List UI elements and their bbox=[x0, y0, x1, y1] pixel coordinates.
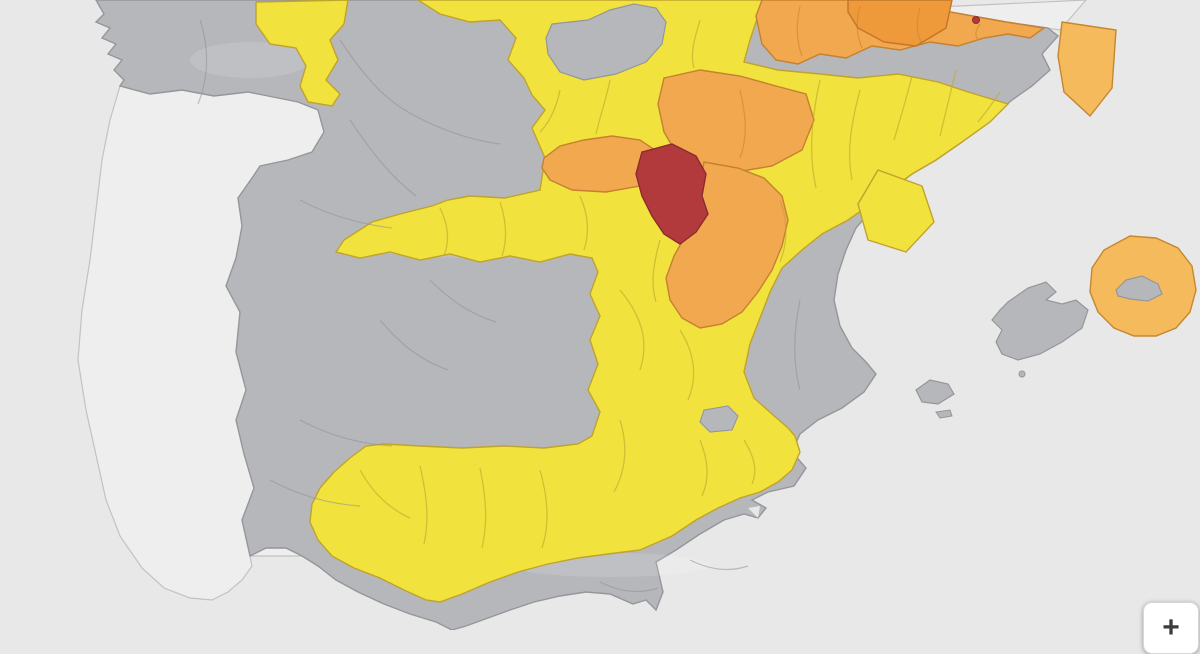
region-mallorca[interactable] bbox=[991, 281, 1089, 361]
province-borders-gray bbox=[197, 19, 801, 592]
warning-spot-pyrenees[interactable] bbox=[972, 16, 980, 24]
plus-icon: + bbox=[1162, 611, 1180, 644]
region-menorca[interactable] bbox=[1115, 275, 1163, 302]
province-borders-yellow bbox=[359, 19, 1001, 549]
region-villena-enclave[interactable] bbox=[699, 405, 739, 433]
region-la-rioja[interactable] bbox=[545, 3, 667, 81]
region-ibiza[interactable] bbox=[915, 379, 955, 405]
spain-warning-map bbox=[77, 0, 1197, 630]
region-formentera[interactable] bbox=[935, 409, 953, 419]
mar-menor-lagoon bbox=[748, 506, 760, 518]
region-cabrera[interactable] bbox=[1018, 370, 1026, 378]
warning-zone-northwest[interactable] bbox=[255, 0, 349, 107]
zoom-in-button[interactable]: + bbox=[1143, 602, 1199, 654]
warning-zone-cinco-villas[interactable] bbox=[657, 69, 815, 173]
warning-zone-coast-tarragona[interactable] bbox=[857, 169, 935, 253]
map-viewport bbox=[77, 0, 1197, 630]
warning-zone-navarra[interactable] bbox=[847, 0, 953, 47]
warning-map-page: { "map": { "kind": "spain-weather-warnin… bbox=[77, 0, 1199, 654]
province-borders-orange bbox=[739, 5, 981, 159]
warning-zone-coast-girona[interactable] bbox=[1057, 21, 1117, 118]
terrain-galicia bbox=[190, 42, 310, 78]
warning-zone-red-zaragoza[interactable] bbox=[635, 143, 709, 245]
